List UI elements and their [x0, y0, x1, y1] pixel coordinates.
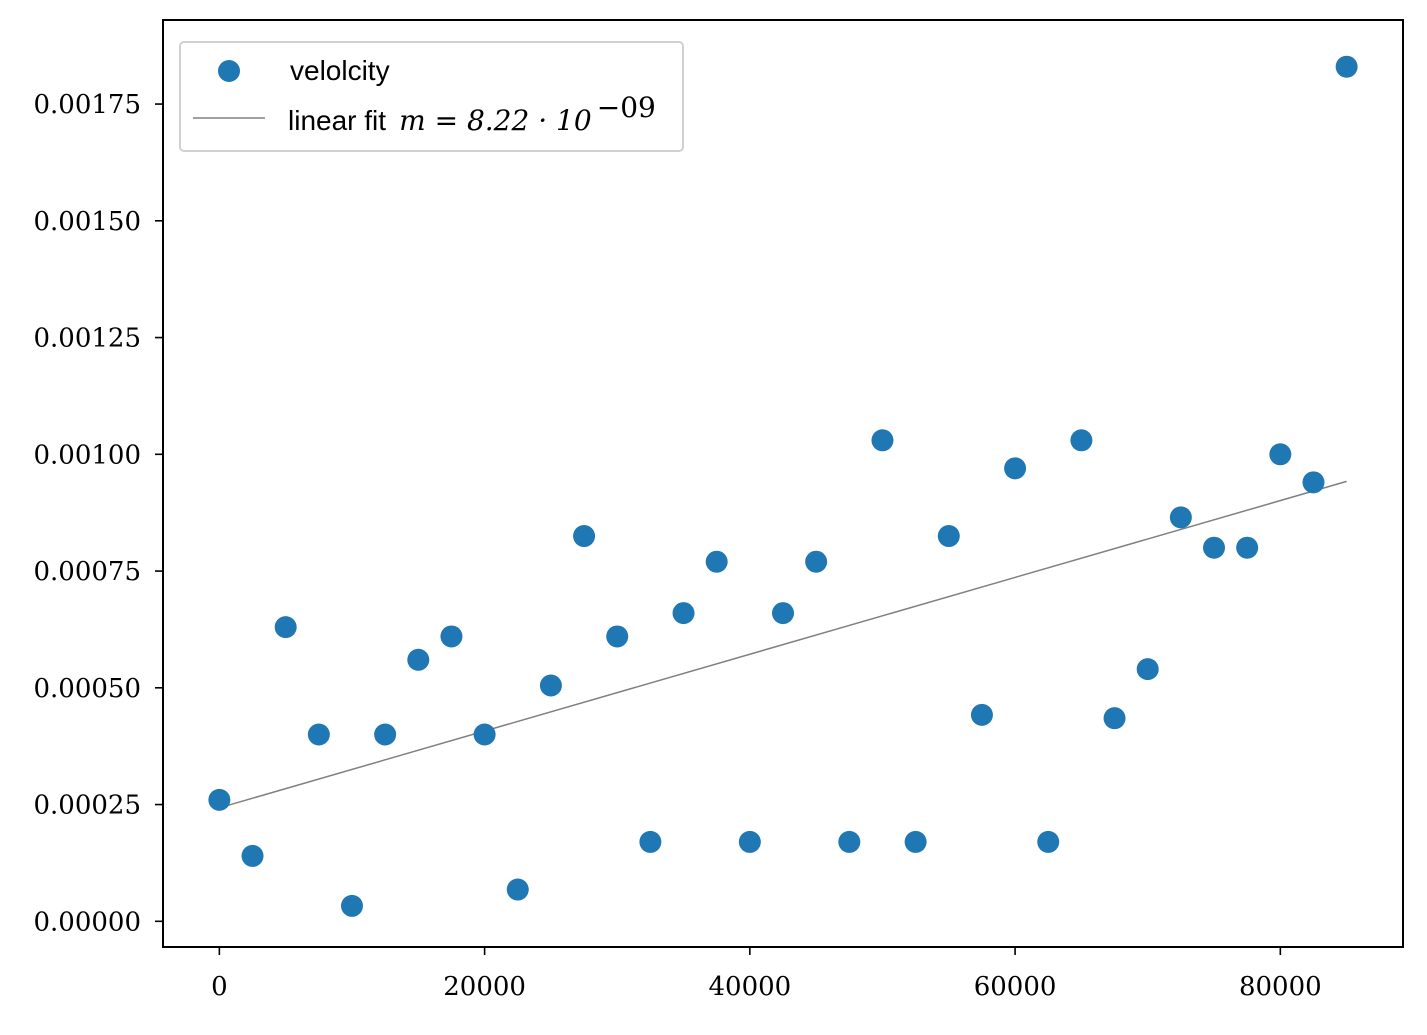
scatter-point — [904, 830, 927, 853]
linear-fit-line — [219, 480, 1347, 809]
scatter-point — [1269, 443, 1292, 466]
x-tick-label: 60000 — [974, 972, 1057, 1002]
y-tick-label: 0.00100 — [33, 440, 141, 470]
y-tick-label: 0.00125 — [33, 324, 141, 354]
legend-label-linear-fit: linear fit m = 8.22 · 10 −09 — [288, 91, 656, 137]
scatter-point — [871, 429, 894, 452]
y-tick-label: 0.00150 — [33, 207, 141, 237]
x-tick-label: 80000 — [1239, 972, 1322, 1002]
scatter-point — [473, 723, 496, 746]
scatter-point — [1037, 830, 1060, 853]
scatter-point — [1103, 707, 1126, 730]
scatter-point — [208, 788, 231, 811]
scatter-point — [1136, 658, 1159, 681]
legend: velolcity linear fit m = 8.22 · 10 −09 — [179, 41, 684, 152]
scatter-point — [772, 602, 794, 625]
scatter-point — [639, 830, 662, 853]
x-axis-ticks: 0 20000 40000 60000 80000 — [211, 947, 1322, 1002]
scatter-point — [705, 550, 728, 573]
scatter-point — [241, 844, 264, 867]
legend-fit-exponent: −09 — [597, 91, 656, 124]
fit-line-layer — [219, 480, 1347, 809]
scatter-point — [274, 616, 297, 639]
scatter-point — [1070, 429, 1093, 452]
legend-label-velolcity: velolcity — [290, 55, 390, 86]
scatter-points-layer — [208, 55, 1358, 917]
scatter-point — [805, 550, 828, 573]
y-tick-label: 0.00050 — [33, 674, 141, 704]
scatter-point — [340, 894, 363, 917]
scatter-point — [1302, 471, 1325, 494]
scatter-point — [672, 602, 695, 625]
x-tick-label: 0 — [211, 972, 228, 1002]
scatter-point — [506, 878, 529, 901]
legend-box — [179, 41, 684, 152]
scatter-point — [407, 648, 430, 671]
y-tick-label: 0.00175 — [33, 90, 141, 120]
legend-fit-name: linear fit — [288, 105, 386, 136]
scatter-point — [937, 525, 960, 548]
scatter-point — [1169, 506, 1192, 529]
x-tick-label: 40000 — [708, 972, 791, 1002]
legend-scatter-marker — [218, 60, 240, 82]
scatter-point — [738, 830, 761, 853]
y-axis-ticks: 0.00000 0.00025 0.00050 0.00075 0.00100 0.001… — [33, 90, 163, 937]
y-tick-label: 0.00025 — [33, 791, 141, 821]
scatter-point — [606, 625, 629, 648]
scatter-point — [1236, 536, 1259, 559]
scatter-point — [307, 723, 330, 746]
scatter-point — [970, 703, 993, 726]
scatter-point — [1004, 457, 1027, 480]
plot-area-frame — [162, 19, 1404, 948]
x-tick-label: 20000 — [443, 972, 526, 1002]
scatter-point — [374, 723, 397, 746]
y-tick-label: 0.00000 — [33, 907, 141, 937]
scatter-point — [440, 625, 463, 648]
scatter-point — [1335, 55, 1358, 78]
scatter-point — [573, 525, 596, 548]
legend-fit-equation: m = 8.22 · 10 — [399, 104, 592, 137]
scatter-point — [539, 674, 562, 697]
y-tick-label: 0.00075 — [33, 557, 141, 587]
scatter-point — [838, 830, 861, 853]
scatter-point — [1203, 536, 1226, 559]
